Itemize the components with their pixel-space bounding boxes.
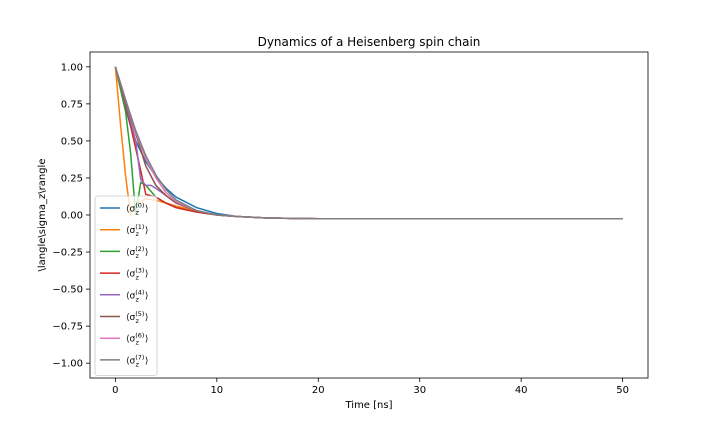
x-tick-label: 50: [616, 385, 629, 396]
legend-label: ⟨σ(2) z ⟩: [126, 245, 148, 260]
series-line-7: [114, 66, 623, 220]
legend-label: ⟨σ(0) z ⟩: [126, 202, 148, 217]
legend-box: [94, 195, 158, 377]
series-line-5: [114, 66, 623, 220]
series-line-3: [114, 66, 623, 220]
legend-label: ⟨σ(7) z ⟩: [126, 353, 148, 368]
x-tick-label: 10: [210, 385, 223, 396]
series-line-0: [114, 66, 623, 220]
legend-label: ⟨σ(6) z ⟩: [126, 332, 148, 347]
y-axis-label: \langle\sigma_z\rangle: [37, 159, 48, 272]
x-tick-label: 20: [312, 385, 325, 396]
y-tick-label: 0.50: [61, 136, 83, 147]
y-tick-label: 0.25: [61, 173, 83, 184]
x-axis-label: Time [ns]: [344, 400, 392, 411]
y-axis: −1.00 −0.75 −0.50 −0.25 0.00 0.25 0.50 0.75 1.00: [52, 62, 90, 370]
y-tick-label: 0.00: [61, 211, 83, 222]
legend-label: ⟨σ(1) z ⟩: [126, 223, 148, 238]
legend-label: ⟨σ(3) z ⟩: [126, 267, 148, 282]
y-tick-label: −0.50: [52, 285, 83, 296]
y-tick-label: 0.75: [61, 99, 83, 110]
legend: ⟨σ(0) z ⟩ ⟨σ(1) z ⟩ ⟨σ(2) z ⟩ ⟨σ(3) z ⟩ ⟨σ(4) z ⟩ ⟨σ(5)…: [94, 195, 158, 377]
y-tick-label: −1.00: [52, 359, 83, 370]
y-tick-label: 1.00: [61, 62, 83, 73]
plot-frame: [89, 51, 649, 379]
series-line-6: [114, 66, 623, 220]
plot-lines: [114, 66, 623, 220]
y-tick-label: −0.25: [52, 248, 83, 259]
x-axis: 0 10 20 30 40 50: [112, 378, 629, 396]
x-tick-label: 40: [515, 385, 528, 396]
series-line-4: [114, 66, 623, 220]
legend-label: ⟨σ(4) z ⟩: [126, 288, 148, 303]
y-tick-label: −0.75: [52, 322, 83, 333]
series-line-2: [114, 66, 623, 220]
legend-label: ⟨σ(5) z ⟩: [126, 310, 148, 325]
series-line-1: [114, 66, 623, 220]
x-tick-label: 30: [413, 385, 426, 396]
chart-title: Dynamics of a Heisenberg spin chain: [258, 35, 481, 49]
x-tick-label: 0: [112, 385, 118, 396]
